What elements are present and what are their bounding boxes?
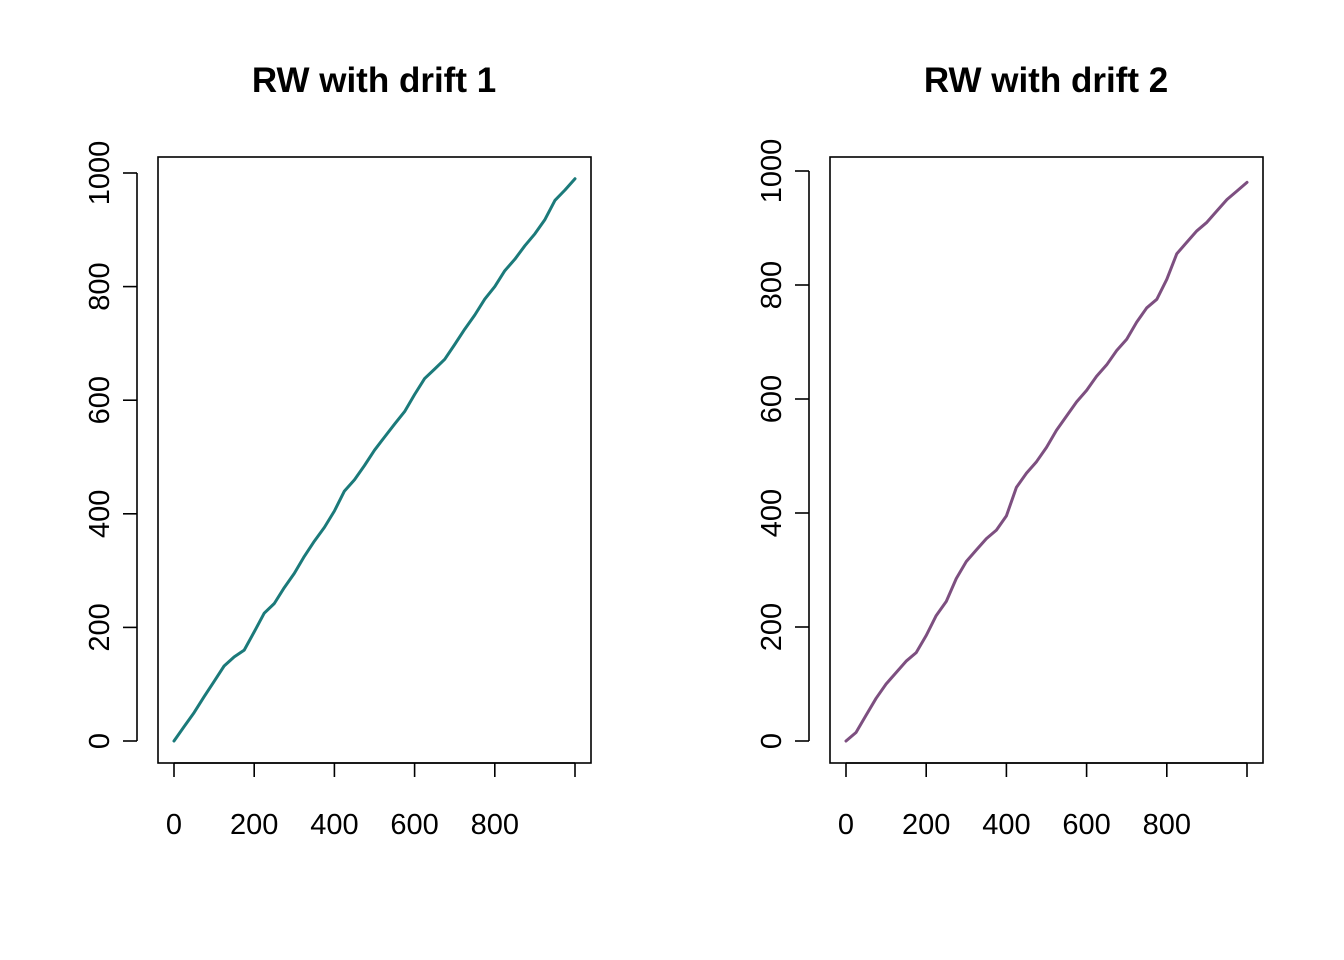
x-tick-label: 800 — [1143, 809, 1191, 841]
y-tick-label: 400 — [756, 489, 788, 537]
y-tick-label: 0 — [756, 733, 788, 749]
series-layer — [844, 180, 1249, 743]
x-tick-label: 800 — [471, 809, 519, 841]
series-line — [844, 180, 1249, 743]
x-axis: 0 200 400 600 800 — [166, 762, 576, 841]
y-tick-label: 1000 — [756, 139, 788, 204]
y-axis: 0 200 400 600 800 1000 — [756, 139, 810, 749]
series-layer — [172, 177, 577, 743]
y-tick-label: 600 — [84, 376, 116, 424]
x-tick-label: 0 — [838, 809, 854, 841]
chart-title: RW with drift 1 — [252, 61, 496, 100]
plot-frame — [157, 156, 592, 764]
y-tick-label: 800 — [756, 261, 788, 309]
y-tick-label: 400 — [84, 490, 116, 538]
x-tick-label: 400 — [310, 809, 358, 841]
x-tick-label: 600 — [1062, 809, 1110, 841]
series-line — [172, 177, 577, 743]
x-tick-label: 400 — [982, 809, 1030, 841]
y-tick-label: 0 — [84, 733, 116, 749]
chart-title: RW with drift 2 — [924, 61, 1168, 100]
plot-panel-rw-drift-1: RW with drift 1 0 200 400 600 800 0 200 400 600… — [84, 61, 592, 841]
plot-panel-rw-drift-2: RW with drift 2 0 200 400 600 800 0 200 400 600… — [756, 61, 1264, 841]
x-tick-label: 200 — [230, 809, 278, 841]
y-tick-label: 800 — [84, 262, 116, 310]
x-tick-label: 0 — [166, 809, 182, 841]
y-axis: 0 200 400 600 800 1000 — [84, 141, 138, 749]
y-tick-label: 1000 — [84, 141, 116, 206]
x-tick-label: 600 — [390, 809, 438, 841]
y-tick-label: 200 — [756, 603, 788, 651]
y-tick-label: 600 — [756, 375, 788, 423]
y-tick-label: 200 — [84, 603, 116, 651]
x-axis: 0 200 400 600 800 — [838, 762, 1248, 841]
x-tick-label: 200 — [902, 809, 950, 841]
